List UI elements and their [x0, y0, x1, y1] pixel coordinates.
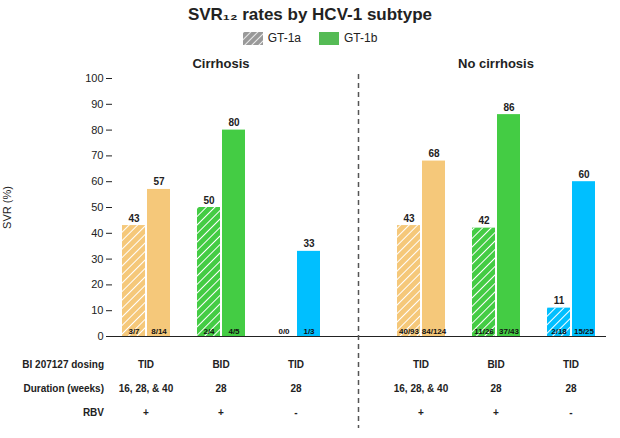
svg-text:15/25: 15/25	[574, 327, 595, 336]
svg-text:1/3: 1/3	[303, 327, 315, 336]
svg-text:SVR (%): SVR (%)	[1, 186, 13, 229]
svg-text:BI 207127 dosing: BI 207127 dosing	[22, 359, 104, 370]
svg-text:2/4: 2/4	[203, 327, 215, 336]
svg-text:28: 28	[565, 383, 577, 394]
svg-text:90: 90	[91, 98, 103, 110]
svg-text:28: 28	[215, 383, 227, 394]
svg-text:68: 68	[428, 148, 440, 159]
svg-text:42: 42	[478, 215, 490, 226]
svg-text:11/26: 11/26	[474, 327, 494, 336]
svg-text:No cirrhosis: No cirrhosis	[458, 56, 534, 71]
svg-text:2/18: 2/18	[551, 327, 567, 336]
svg-text:16, 28, & 40: 16, 28, & 40	[394, 383, 449, 394]
svg-text:TID: TID	[138, 359, 154, 370]
svg-text:TID: TID	[288, 359, 304, 370]
svg-text:10: 10	[91, 304, 103, 316]
svg-text:43: 43	[403, 213, 415, 224]
svg-text:43: 43	[128, 213, 140, 224]
svg-text:4/5: 4/5	[228, 327, 240, 336]
svg-text:80: 80	[228, 117, 240, 128]
svg-text:37/43: 37/43	[499, 327, 520, 336]
svg-text:28: 28	[290, 383, 302, 394]
svg-text:RBV: RBV	[83, 407, 104, 418]
svg-text:40/93: 40/93	[399, 327, 420, 336]
svg-text:8/14: 8/14	[151, 327, 167, 336]
svg-text:50: 50	[203, 195, 215, 206]
svg-text:84/124: 84/124	[422, 327, 447, 336]
svg-text:30: 30	[91, 253, 103, 265]
html-text:GT-1a: GT-1a	[267, 31, 301, 45]
svg-text:60: 60	[91, 175, 103, 187]
svg-text:+: +	[493, 407, 499, 418]
svg-text:86: 86	[503, 102, 515, 113]
svg-text:0: 0	[97, 330, 103, 342]
svg-text:+: +	[143, 407, 149, 418]
svg-text:40: 40	[91, 227, 103, 239]
svg-text:0/0: 0/0	[278, 327, 290, 336]
svg-text:57: 57	[153, 176, 165, 187]
svg-text:50: 50	[91, 201, 103, 213]
svg-text:20: 20	[91, 278, 103, 290]
html-text:GT-1b: GT-1b	[344, 31, 378, 45]
svg-text:TID: TID	[413, 359, 429, 370]
svg-text:Cirrhosis: Cirrhosis	[192, 56, 249, 71]
svg-text:16, 28, & 40: 16, 28, & 40	[119, 383, 174, 394]
svg-text:+: +	[418, 407, 424, 418]
svg-text:80: 80	[91, 124, 103, 136]
svg-text:TID: TID	[563, 359, 579, 370]
svg-text:100: 100	[85, 72, 103, 84]
svg-text:60: 60	[578, 169, 590, 180]
svg-text:BID: BID	[487, 359, 504, 370]
svg-text:70: 70	[91, 149, 103, 161]
svg-text:33: 33	[303, 238, 315, 249]
html-text:SVR₁₂ rates by HCV-1 subtype: SVR₁₂ rates by HCV-1 subtype	[187, 5, 433, 24]
svg-text:Duration (weeks): Duration (weeks)	[23, 383, 104, 394]
svg-text:BID: BID	[212, 359, 229, 370]
svg-text:11: 11	[554, 295, 565, 306]
svg-text:28: 28	[490, 383, 502, 394]
svg-text:3/7: 3/7	[128, 327, 140, 336]
svg-text:+: +	[218, 407, 224, 418]
svg-text:-: -	[294, 407, 297, 418]
svg-text:-: -	[569, 407, 572, 418]
